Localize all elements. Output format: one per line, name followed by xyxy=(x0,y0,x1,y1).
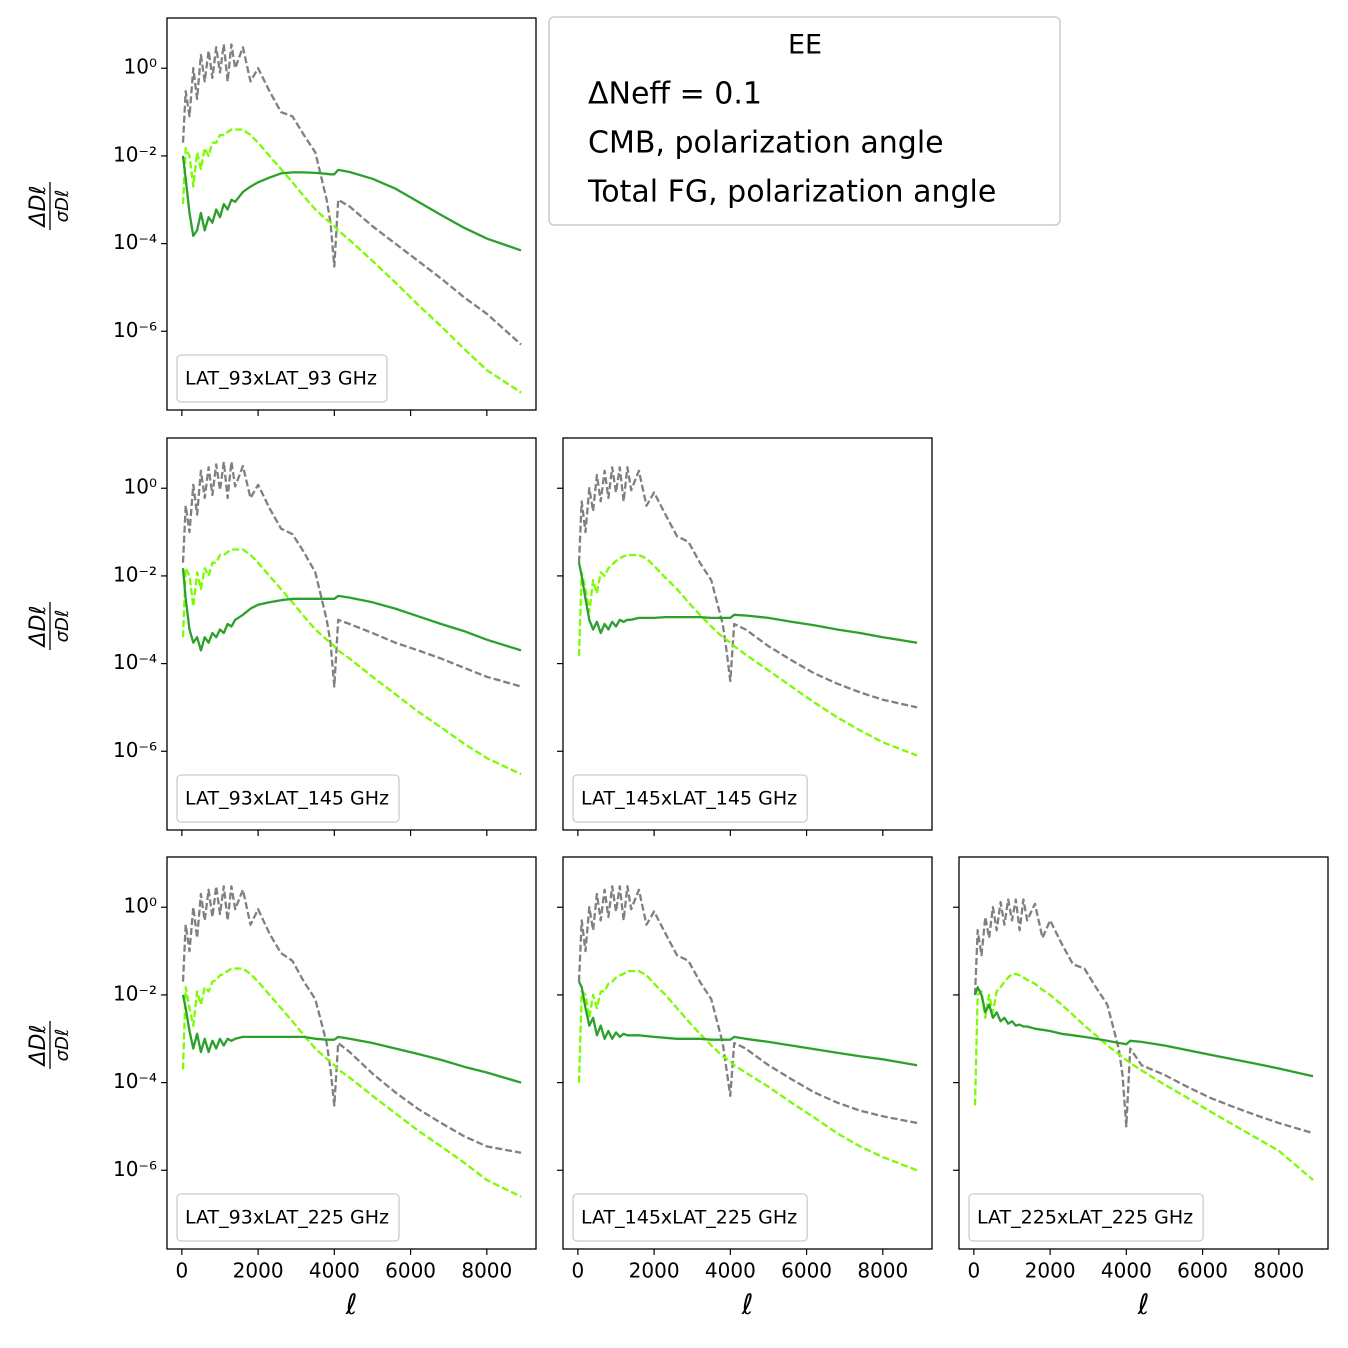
y-tick-label: 10⁻⁴ xyxy=(113,650,157,674)
legend-box xyxy=(548,16,1061,226)
x-axis-label: ℓ xyxy=(345,1288,358,1321)
x-tick-label: 2000 xyxy=(233,1259,284,1283)
panel-label: LAT_93xLAT_225 GHz xyxy=(185,1207,389,1229)
series-line xyxy=(181,155,522,252)
panel-label-box xyxy=(572,774,808,823)
x-tick-label: 2000 xyxy=(1025,1259,1076,1283)
series-line xyxy=(577,885,918,1125)
x-tick-label: 6000 xyxy=(1177,1259,1228,1283)
y-axis-label: ΔDℓ σDℓ xyxy=(26,602,73,650)
y-tick-label: 10⁻⁴ xyxy=(113,1069,157,1093)
x-tick-label: 4000 xyxy=(1101,1259,1152,1283)
y-label-numerator: ΔDℓ xyxy=(26,1024,51,1067)
panel-label-box xyxy=(572,1193,808,1242)
y-tick-label: 10⁻² xyxy=(113,142,157,166)
series-line xyxy=(181,568,522,652)
legend-title: EE xyxy=(788,30,822,61)
x-tick-label: 6000 xyxy=(781,1259,832,1283)
y-tick-label: 10⁻⁶ xyxy=(113,318,157,342)
series-line xyxy=(973,898,1314,1135)
panel-label: LAT_145xLAT_145 GHz xyxy=(581,788,797,810)
y-tick-label: 10⁻⁶ xyxy=(113,738,157,762)
series-line xyxy=(181,43,522,346)
x-tick-label: 0 xyxy=(571,1259,584,1283)
axes-frame xyxy=(166,437,537,831)
x-tick-label: 2000 xyxy=(629,1259,680,1283)
panel-label: LAT_225xLAT_225 GHz xyxy=(977,1207,1193,1229)
series-line xyxy=(181,128,522,394)
y-tick-label: 10⁻² xyxy=(113,562,157,586)
axes-frame xyxy=(166,17,537,411)
x-tick-label: 4000 xyxy=(705,1259,756,1283)
panel-label: LAT_93xLAT_93 GHz xyxy=(185,368,377,390)
x-tick-label: 0 xyxy=(175,1259,188,1283)
x-axis-label: ℓ xyxy=(741,1288,754,1321)
panel-label: LAT_145xLAT_225 GHz xyxy=(581,1207,797,1229)
series-line xyxy=(577,969,918,1172)
y-axis-label: ΔDℓ σDℓ xyxy=(26,1021,73,1069)
panel-label-box xyxy=(176,354,388,403)
series-line xyxy=(181,967,522,1198)
series-line xyxy=(181,460,522,688)
axes-frame xyxy=(562,856,933,1250)
series-line xyxy=(577,562,918,644)
x-tick-label: 4000 xyxy=(309,1259,360,1283)
y-tick-label: 10⁻⁴ xyxy=(113,230,157,254)
series-line xyxy=(577,981,918,1067)
y-tick-label: 10⁰ xyxy=(124,475,157,499)
series-line xyxy=(181,548,522,776)
panel-label: LAT_93xLAT_145 GHz xyxy=(185,788,389,810)
x-tick-label: 6000 xyxy=(385,1259,436,1283)
series-line xyxy=(181,994,522,1084)
legend-entry: ΔNeff = 0.1 xyxy=(588,77,762,112)
panel-label-box xyxy=(176,774,400,823)
y-tick-label: 10⁰ xyxy=(124,55,157,79)
x-tick-label: 0 xyxy=(967,1259,980,1283)
legend-entry: CMB, polarization angle xyxy=(588,126,944,161)
series-line xyxy=(577,466,918,709)
y-label-denominator: σDℓ xyxy=(52,1029,73,1062)
x-tick-label: 8000 xyxy=(461,1259,512,1283)
x-tick-label: 8000 xyxy=(1253,1259,1304,1283)
legend-entry: Total FG, polarization angle xyxy=(587,175,996,210)
axes-frame xyxy=(958,856,1329,1250)
y-label-denominator: σDℓ xyxy=(52,610,73,643)
y-axis-label: ΔDℓ σDℓ xyxy=(26,182,73,230)
series-line xyxy=(973,986,1314,1078)
y-label-numerator: ΔDℓ xyxy=(26,605,51,648)
y-tick-label: 10⁰ xyxy=(124,894,157,918)
panel-label-box xyxy=(968,1193,1204,1242)
y-tick-label: 10⁻² xyxy=(113,981,157,1005)
axes-frame xyxy=(166,856,537,1250)
y-label-numerator: ΔDℓ xyxy=(26,185,51,228)
x-tick-label: 8000 xyxy=(857,1259,908,1283)
y-label-denominator: σDℓ xyxy=(52,190,73,223)
axes-frame xyxy=(562,437,933,831)
series-line xyxy=(181,885,522,1154)
y-tick-label: 10⁻⁶ xyxy=(113,1157,157,1181)
series-line xyxy=(577,553,918,757)
series-line xyxy=(973,972,1314,1181)
panel-label-box xyxy=(176,1193,400,1242)
x-axis-label: ℓ xyxy=(1137,1288,1150,1321)
